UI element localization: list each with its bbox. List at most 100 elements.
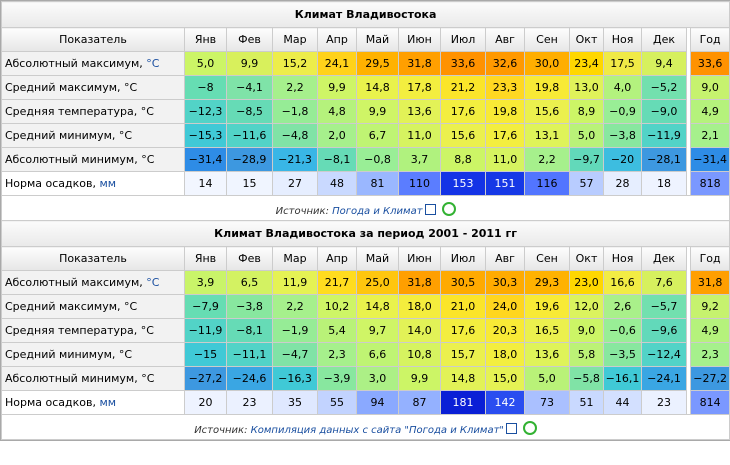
data-cell: −0,8 bbox=[356, 147, 399, 172]
column-header-month: Авг bbox=[485, 27, 525, 52]
data-cell: 19,8 bbox=[524, 75, 570, 100]
data-cell: 20,3 bbox=[485, 318, 525, 343]
row-label-text: Норма осадков, bbox=[5, 177, 100, 190]
data-cell: 2,0 bbox=[317, 123, 357, 148]
data-cell: −4,7 bbox=[272, 342, 318, 367]
data-cell: 19,6 bbox=[524, 294, 570, 319]
site-logo-icon[interactable] bbox=[441, 201, 456, 216]
data-cell: 13,6 bbox=[398, 99, 441, 124]
data-cell: 5,0 bbox=[569, 123, 604, 148]
data-cell: −4,1 bbox=[226, 75, 273, 100]
column-header-month: Июл bbox=[440, 27, 486, 52]
data-cell: −24,6 bbox=[226, 366, 273, 391]
row-label-text: Средний максимум, °C bbox=[5, 81, 138, 94]
row-label: Средний минимум, °C bbox=[1, 342, 185, 367]
data-cell: 2,3 bbox=[317, 342, 357, 367]
table-row: Средний минимум, °C −15 −11,1 −4,7 2,3 6,6 10,… bbox=[1, 342, 730, 367]
data-cell: 2,6 bbox=[603, 294, 642, 319]
column-header-month: Янв bbox=[184, 27, 227, 52]
data-cell: 5,0 bbox=[524, 366, 570, 391]
data-cell: 94 bbox=[356, 390, 399, 415]
data-cell: 23,4 bbox=[569, 51, 604, 76]
data-cell: −3,8 bbox=[226, 294, 273, 319]
data-cell: 81 bbox=[356, 171, 399, 196]
external-link-icon[interactable] bbox=[506, 422, 518, 434]
row-label-text: Норма осадков, bbox=[5, 396, 100, 409]
row-label: Абсолютный минимум, °C bbox=[1, 366, 185, 391]
year-cell: 2,3 bbox=[689, 342, 730, 367]
data-cell: 28 bbox=[603, 171, 642, 196]
data-cell: 30,5 bbox=[440, 270, 486, 295]
data-cell: 142 bbox=[485, 390, 525, 415]
data-cell: 14,8 bbox=[440, 366, 486, 391]
data-cell: 10,2 bbox=[317, 294, 357, 319]
data-cell: 5,0 bbox=[184, 51, 227, 76]
row-label-unit-link[interactable]: мм bbox=[99, 177, 117, 190]
column-header-month: Ноя bbox=[603, 246, 642, 271]
data-cell: −3,8 bbox=[603, 123, 642, 148]
data-cell: 21,0 bbox=[440, 294, 486, 319]
data-cell: −11,1 bbox=[226, 342, 273, 367]
row-label-text: Средняя температура, °C bbox=[5, 324, 154, 337]
data-cell: −9,0 bbox=[641, 99, 687, 124]
data-cell: 9,9 bbox=[356, 99, 399, 124]
external-link-icon[interactable] bbox=[424, 203, 436, 215]
column-header-month: Авг bbox=[485, 246, 525, 271]
row-label-unit-link[interactable]: мм bbox=[99, 396, 117, 409]
data-cell: 11,0 bbox=[485, 147, 525, 172]
year-cell: 4,9 bbox=[689, 99, 730, 124]
data-cell: 30,0 bbox=[524, 51, 570, 76]
data-cell: 14,8 bbox=[356, 75, 399, 100]
row-label-text: Средний максимум, °C bbox=[5, 300, 138, 313]
source-link[interactable]: Компиляция данных с сайта "Погода и Клим… bbox=[250, 424, 505, 436]
data-cell: 2,2 bbox=[272, 75, 318, 100]
column-header-month: Окт bbox=[569, 27, 604, 52]
data-cell: −5,8 bbox=[569, 366, 604, 391]
data-cell: −11,9 bbox=[641, 123, 687, 148]
data-cell: 12,0 bbox=[569, 294, 604, 319]
data-cell: 9,9 bbox=[226, 51, 273, 76]
data-cell: 32,6 bbox=[485, 51, 525, 76]
data-cell: −8,5 bbox=[226, 99, 273, 124]
table-row: Средний максимум, °C −8 −4,1 2,2 9,9 14,8 17,8… bbox=[1, 75, 730, 100]
data-cell: 4,8 bbox=[317, 99, 357, 124]
data-cell: 73 bbox=[524, 390, 570, 415]
column-header-month: Фев bbox=[226, 246, 273, 271]
table-row: Средний максимум, °C −7,9 −3,8 2,2 10,2 14,8 1… bbox=[1, 294, 730, 319]
row-label-text: Средняя температура, °C bbox=[5, 105, 154, 118]
column-header-month: Июн bbox=[398, 27, 441, 52]
data-cell: 18,0 bbox=[485, 342, 525, 367]
year-cell: 2,1 bbox=[689, 123, 730, 148]
data-cell: 17,5 bbox=[603, 51, 642, 76]
data-cell: −1,8 bbox=[272, 99, 318, 124]
source-link[interactable]: Погода и Климат bbox=[332, 205, 423, 217]
data-cell: −24,1 bbox=[641, 366, 687, 391]
data-cell: 17,6 bbox=[440, 99, 486, 124]
row-label-unit-link[interactable]: °C bbox=[146, 276, 160, 289]
data-cell: 18,0 bbox=[398, 294, 441, 319]
data-cell: −12,4 bbox=[641, 342, 687, 367]
row-label-unit-link[interactable]: °C bbox=[146, 57, 160, 70]
source-prefix: Источник: bbox=[275, 205, 333, 217]
data-cell: 153 bbox=[440, 171, 486, 196]
year-cell: 818 bbox=[689, 171, 730, 196]
year-cell: 4,9 bbox=[689, 318, 730, 343]
row-label: Средний максимум, °C bbox=[1, 75, 185, 100]
year-cell: 9,0 bbox=[689, 75, 730, 100]
data-cell: 3,7 bbox=[398, 147, 441, 172]
column-header-month: Ноя bbox=[603, 27, 642, 52]
site-logo-icon[interactable] bbox=[523, 420, 538, 435]
data-cell: 23,3 bbox=[485, 75, 525, 100]
year-cell: 9,2 bbox=[689, 294, 730, 319]
year-cell: −27,2 bbox=[689, 366, 730, 391]
row-label-text: Абсолютный максимум, bbox=[5, 57, 147, 70]
data-cell: 23,0 bbox=[569, 270, 604, 295]
data-cell: −3,9 bbox=[317, 366, 357, 391]
column-header-month: Июл bbox=[440, 246, 486, 271]
data-cell: 10,8 bbox=[398, 342, 441, 367]
column-header-month: Дек bbox=[641, 27, 687, 52]
data-cell: 20 bbox=[184, 390, 227, 415]
data-cell: 8,9 bbox=[569, 99, 604, 124]
data-cell: 30,3 bbox=[485, 270, 525, 295]
column-header-indicator: Показатель bbox=[1, 246, 185, 271]
